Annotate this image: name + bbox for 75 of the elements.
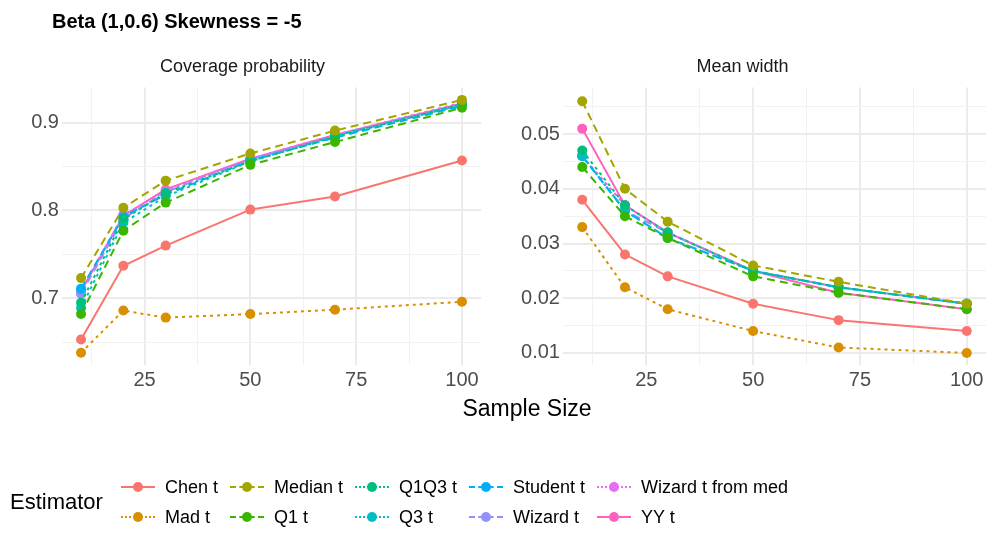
point xyxy=(577,123,588,134)
point xyxy=(833,342,844,353)
point xyxy=(662,271,673,282)
point xyxy=(662,216,673,227)
x-tick-label: 100 xyxy=(950,367,984,390)
x-tick-label: 50 xyxy=(239,367,262,390)
x-tick-label: 50 xyxy=(742,367,765,390)
x-tick-label: 25 xyxy=(133,367,156,390)
point xyxy=(329,137,340,148)
point xyxy=(76,273,87,284)
point xyxy=(833,315,844,326)
point xyxy=(160,240,171,251)
legend-label: YY t xyxy=(641,506,675,528)
point xyxy=(160,197,171,208)
point xyxy=(748,326,759,337)
point xyxy=(456,296,467,307)
point xyxy=(245,309,256,320)
point xyxy=(619,183,630,194)
point xyxy=(748,260,759,271)
y-tick-label: 0.01 xyxy=(521,340,560,363)
x-tick-label: 100 xyxy=(445,367,479,390)
point xyxy=(577,96,588,107)
point xyxy=(961,347,972,358)
legend-label: Wizard t from med xyxy=(641,476,789,498)
x-tick-label: 25 xyxy=(635,367,658,390)
legend-label: Q1 t xyxy=(273,506,308,528)
y-tick-label: 0.7 xyxy=(31,285,59,308)
point xyxy=(245,148,256,159)
legend-label: Q3 t xyxy=(399,506,434,528)
point xyxy=(76,347,87,358)
point xyxy=(160,312,171,323)
point xyxy=(961,326,972,337)
chart-subtitle: Mean width xyxy=(696,55,789,76)
y-tick-label: 0.04 xyxy=(521,176,560,199)
legend-label: Wizard t xyxy=(513,506,580,528)
point xyxy=(160,175,171,186)
y-tick-label: 0.9 xyxy=(31,110,59,133)
point xyxy=(76,297,87,308)
chart-subtitle: Coverage probability xyxy=(159,55,326,76)
legend-label: Mad t xyxy=(164,506,210,528)
point xyxy=(118,305,129,316)
point xyxy=(76,334,87,345)
point xyxy=(329,125,340,136)
legend-label: Median t xyxy=(273,476,344,498)
point xyxy=(833,276,844,287)
point xyxy=(577,161,588,172)
point xyxy=(577,145,588,156)
point xyxy=(118,260,129,271)
y-tick-label: 0.05 xyxy=(521,121,560,144)
point xyxy=(577,222,588,233)
legend-label: Chen t xyxy=(164,476,218,498)
legend-title: Estimator xyxy=(10,489,103,515)
point xyxy=(329,304,340,315)
y-tick-label: 0.8 xyxy=(31,198,59,221)
legend-label: Q1Q3 t xyxy=(399,476,458,498)
point xyxy=(619,211,630,222)
point xyxy=(456,155,467,166)
legend-label: Student t xyxy=(513,476,586,498)
y-tick-label: 0.02 xyxy=(521,285,560,308)
point xyxy=(329,191,340,202)
point xyxy=(748,271,759,282)
chart-title: Beta (1,0.6) Skewness = -5 xyxy=(52,10,302,33)
point xyxy=(619,249,630,260)
point xyxy=(748,298,759,309)
point xyxy=(245,204,256,215)
point xyxy=(577,194,588,205)
point xyxy=(76,309,87,320)
y-tick-label: 0.03 xyxy=(521,231,560,254)
x-tick-label: 75 xyxy=(345,367,368,390)
point xyxy=(118,202,129,213)
x-axis-title: Sample Size xyxy=(461,395,593,422)
point xyxy=(662,304,673,315)
point xyxy=(619,282,630,293)
point xyxy=(118,225,129,236)
x-tick-label: 75 xyxy=(848,367,872,390)
